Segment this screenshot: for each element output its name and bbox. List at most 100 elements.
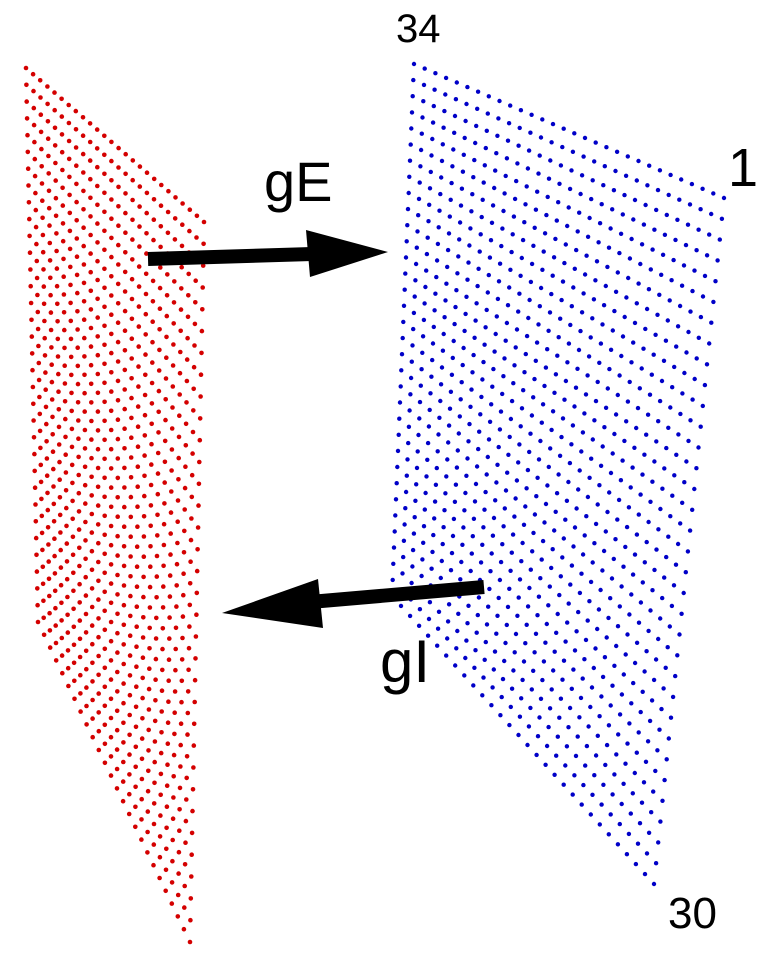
excitatory-neuron-dot (59, 132, 65, 137)
excitatory-neuron-dot (166, 699, 171, 704)
inhibitory-neuron-dot (413, 498, 418, 503)
inhibitory-neuron-dot (559, 297, 564, 303)
excitatory-neuron-dot (122, 426, 127, 432)
excitatory-neuron-dot (179, 264, 184, 270)
inhibitory-neuron-dot (473, 481, 479, 487)
excitatory-neuron-dot (76, 472, 81, 478)
inhibitory-neuron-dot (401, 319, 406, 325)
excitatory-neuron-dot (49, 379, 55, 385)
excitatory-neuron-dot (133, 824, 138, 830)
excitatory-neuron-dot (88, 214, 93, 219)
excitatory-neuron-dot (139, 796, 144, 802)
inhibitory-neuron-dot (408, 142, 413, 147)
inhibitory-neuron-dot (444, 474, 449, 479)
inhibitory-neuron-dot (620, 334, 626, 339)
inhibitory-neuron-dot (527, 585, 532, 591)
inhibitory-neuron-dot (444, 653, 449, 658)
excitatory-neuron-dot (28, 300, 34, 306)
excitatory-neuron-dot (108, 504, 114, 510)
excitatory-neuron-dot (76, 527, 82, 532)
excitatory-neuron-dot (195, 547, 200, 552)
inhibitory-neuron-dot (636, 512, 641, 517)
inhibitory-neuron-dot (582, 135, 588, 141)
excitatory-neuron-dot (53, 178, 58, 183)
excitatory-neuron-dot (69, 426, 75, 432)
excitatory-neuron-dot (152, 780, 157, 786)
excitatory-neuron-dot (45, 84, 50, 89)
inhibitory-neuron-dot (462, 135, 467, 141)
excitatory-neuron-dot (74, 181, 79, 187)
inhibitory-neuron-dot (618, 231, 624, 236)
inhibitory-neuron-dot (440, 348, 446, 353)
inhibitory-neuron-dot (549, 427, 554, 433)
excitatory-neuron-dot (39, 164, 44, 169)
inhibitory-neuron-dot (616, 732, 621, 737)
inhibitory-neuron-dot (605, 264, 610, 270)
inhibitory-neuron-dot (419, 131, 424, 136)
excitatory-neuron-dot (122, 504, 127, 510)
excitatory-neuron-dot (147, 605, 153, 610)
inhibitory-neuron-dot (605, 386, 610, 391)
inhibitory-neuron-dot (439, 558, 444, 564)
inhibitory-neuron-dot (520, 677, 525, 683)
excitatory-neuron-dot (52, 571, 58, 576)
excitatory-neuron-dot (150, 299, 156, 304)
excitatory-neuron-dot (81, 225, 86, 230)
excitatory-neuron-dot (122, 446, 127, 451)
excitatory-neuron-dot (178, 349, 183, 355)
excitatory-neuron-dot (102, 380, 107, 386)
excitatory-neuron-dot (46, 205, 52, 211)
inhibitory-neuron-dot (538, 135, 544, 140)
inhibitory-neuron-dot (456, 431, 461, 436)
excitatory-neuron-dot (122, 367, 128, 373)
excitatory-neuron-dot (65, 630, 71, 635)
inhibitory-neuron-dot (442, 315, 447, 320)
inhibitory-neuron-dot (399, 352, 405, 357)
inhibitory-neuron-dot (403, 271, 408, 276)
excitatory-neuron-dot (145, 829, 150, 835)
inhibitory-neuron-dot (464, 294, 469, 299)
excitatory-neuron-dot (128, 514, 134, 520)
excitatory-neuron-dot (185, 689, 191, 694)
inhibitory-neuron-dot (464, 473, 469, 478)
excitatory-neuron-dot (173, 625, 179, 631)
inhibitory-neuron-dot (597, 483, 602, 488)
excitatory-neuron-dot (33, 207, 39, 213)
inhibitory-neuron-dot (535, 189, 540, 194)
inhibitory-neuron-dot (498, 713, 503, 718)
excitatory-neuron-dot (121, 740, 126, 745)
inhibitory-neuron-dot (526, 724, 532, 729)
inhibitory-neuron-dot (592, 773, 597, 778)
inhibitory-neuron-dot (435, 449, 440, 454)
excitatory-neuron-dot (63, 434, 68, 440)
excitatory-neuron-dot (63, 470, 69, 475)
inhibitory-neuron-dot (540, 267, 545, 272)
inhibitory-neuron-dot (451, 516, 457, 522)
excitatory-neuron-dot (55, 354, 61, 359)
excitatory-neuron-dot (50, 414, 55, 420)
inhibitory-neuron-dot (619, 353, 624, 359)
inhibitory-neuron-dot (679, 611, 684, 616)
excitatory-neuron-dot (154, 615, 159, 621)
connection-label-ge: gE (264, 150, 333, 213)
excitatory-neuron-dot (184, 400, 189, 405)
excitatory-neuron-dot (177, 828, 182, 833)
inhibitory-neuron-dot (573, 385, 579, 390)
inhibitory-neuron-dot (561, 126, 566, 131)
inhibitory-neuron-dot (608, 703, 613, 708)
excitatory-neuron-dot (96, 653, 101, 659)
inhibitory-neuron-dot (463, 655, 468, 661)
inhibitory-neuron-dot (519, 696, 524, 701)
inhibitory-neuron-dot (417, 607, 423, 612)
inhibitory-neuron-dot (674, 452, 679, 457)
inhibitory-neuron-dot (469, 551, 474, 556)
excitatory-neuron-dot (56, 389, 61, 395)
inhibitory-neuron-dot (675, 653, 680, 658)
excitatory-neuron-dot (135, 524, 140, 529)
inhibitory-neuron-dot (597, 221, 603, 226)
excitatory-neuron-dot (166, 657, 172, 662)
excitatory-neuron-dot (175, 892, 181, 898)
inhibitory-neuron-dot (516, 732, 521, 738)
inhibitory-neuron-dot (582, 657, 587, 662)
excitatory-neuron-dot (74, 254, 80, 259)
